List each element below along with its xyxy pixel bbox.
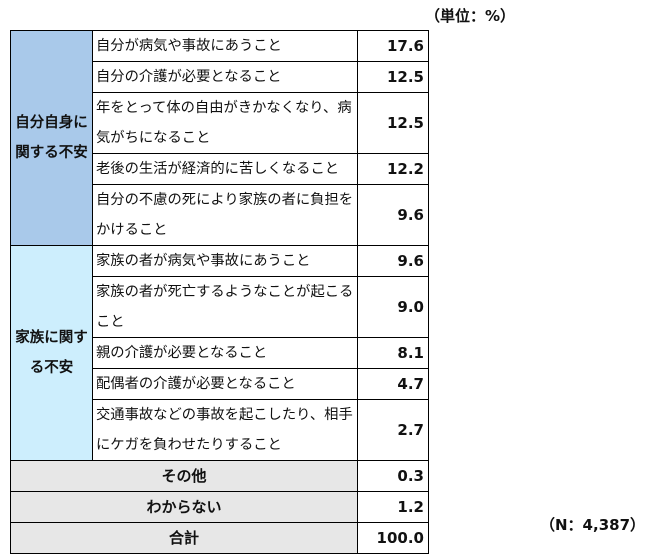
other-value: 0.3 [357,460,429,492]
other-label: その他 [10,460,358,492]
item-label: 親の介護が必要となること [92,337,358,369]
item-label: 交通事故などの事故を起こしたり、相手にケガを負わせたりすること [92,399,358,461]
item-value: 9.0 [357,276,429,338]
item-label: 年をとって体の自由がきかなくなり、病気がちになること [92,92,358,154]
unit-label: （単位：%） [425,7,516,25]
item-label: 家族の者が死亡するようなことが起こること [92,276,358,338]
item-label: 家族の者が病気や事故にあうこと [92,245,358,277]
table-row: 家族に関する不安 家族の者が病気や事故にあうこと 9.6 [10,245,429,461]
dont-know-label: わからない [10,491,358,523]
table-row: 年をとって体の自由がきかなくなり、病気がちになること 12.5 [11,92,429,154]
total-value: 100.0 [357,522,429,554]
item-value: 12.5 [357,61,429,93]
table-row: 親の介護が必要となること 8.1 [11,337,429,369]
item-value: 2.7 [357,399,429,461]
table-row: 交通事故などの事故を起こしたり、相手にケガを負わせたりすること 2.7 [11,399,429,461]
table-row: 配偶者の介護が必要となること 4.7 [11,368,429,400]
table-row: 家族の者が死亡するようなことが起こること 9.0 [11,276,429,338]
item-value: 8.1 [357,337,429,369]
dont-know-value: 1.2 [357,491,429,523]
table-row: 老後の生活が経済的に苦しくなること 12.2 [11,153,429,185]
sample-size-label: （N：4,387） [540,516,646,534]
table-row: 自分の不慮の死により家族の者に負担をかけること 9.6 [11,184,429,246]
group-label-self: 自分自身に関する不安 [10,30,93,246]
table-row: 自分の介護が必要となること 12.5 [11,61,429,93]
item-value: 9.6 [357,184,429,246]
item-label: 自分の不慮の死により家族の者に負担をかけること [92,184,358,246]
item-label: 配偶者の介護が必要となること [92,368,358,400]
item-label: 老後の生活が経済的に苦しくなること [92,153,358,185]
item-value: 9.6 [357,245,429,277]
item-value: 12.5 [357,92,429,154]
table-row-total: 合計 100.0 [10,522,429,554]
item-value: 4.7 [357,368,429,400]
table-row: 自分自身に関する不安 自分が病気や事故にあうこと 17.6 [10,30,429,246]
table-row-dont-know: わからない 1.2 [10,491,429,523]
item-label: 自分の介護が必要となること [92,61,358,93]
item-value: 17.6 [357,30,429,62]
item-label: 自分が病気や事故にあうこと [92,30,358,62]
total-label: 合計 [10,522,358,554]
group-label-family: 家族に関する不安 [10,245,93,461]
anxiety-table: 自分自身に関する不安 自分が病気や事故にあうこと 17.6 自分の介護が必要とな… [10,30,429,554]
table-row-other: その他 0.3 [10,460,429,492]
item-value: 12.2 [357,153,429,185]
